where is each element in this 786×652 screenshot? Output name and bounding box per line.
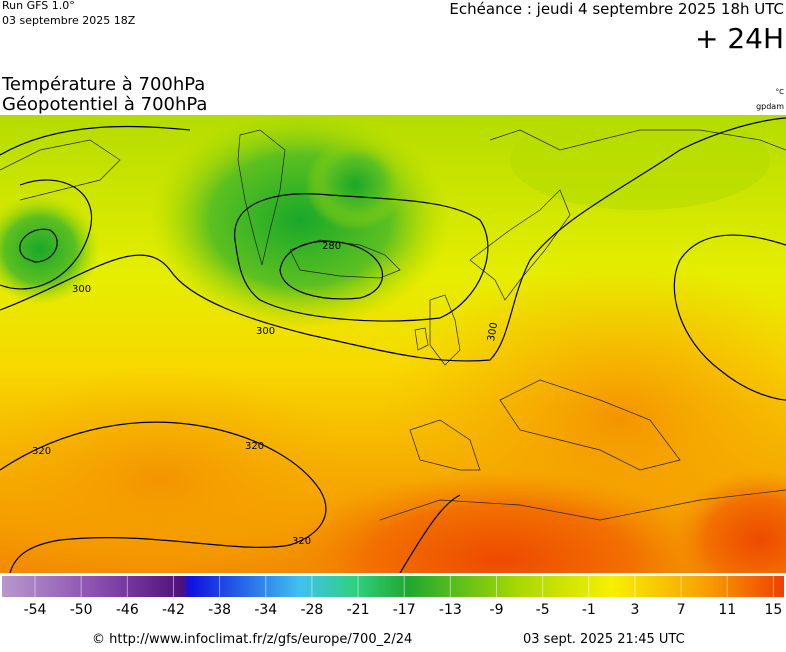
contour-label: 300 bbox=[72, 284, 91, 295]
contour-label: 300 bbox=[486, 322, 500, 343]
colorbar-label: -1 bbox=[582, 602, 596, 618]
run-date: 03 septembre 2025 18Z bbox=[2, 14, 136, 27]
contour-label: 300 bbox=[256, 326, 275, 337]
valid-time: Echéance : jeudi 4 septembre 2025 18h UT… bbox=[449, 0, 784, 18]
colorbar-label: -9 bbox=[490, 602, 504, 618]
colorbar-label: -28 bbox=[300, 602, 323, 618]
colorbar-label: -42 bbox=[162, 602, 185, 618]
map: 300 280 300 300 320 320 320 bbox=[0, 115, 786, 573]
colorbar-label: -21 bbox=[347, 602, 370, 618]
contour-label: 320 bbox=[245, 441, 264, 452]
contour-label: 320 bbox=[32, 446, 51, 457]
lead-time: + 24H bbox=[695, 22, 784, 55]
colorbar bbox=[2, 576, 784, 597]
colorbar-label: -46 bbox=[116, 602, 139, 618]
contour-label: 280 bbox=[322, 241, 341, 252]
colorbar-label: -50 bbox=[70, 602, 93, 618]
contour-label: 320 bbox=[292, 536, 311, 547]
colorbar-label: -17 bbox=[393, 602, 416, 618]
footer-generated: 03 sept. 2025 21:45 UTC bbox=[523, 632, 685, 647]
unit-geo: gpdam bbox=[756, 102, 784, 111]
colorbar-label: 7 bbox=[677, 602, 686, 618]
colorbar-label: -38 bbox=[208, 602, 231, 618]
colorbar-label: 15 bbox=[764, 602, 782, 618]
colorbar-label: -54 bbox=[24, 602, 47, 618]
colorbar-label: 3 bbox=[630, 602, 639, 618]
run-label: Run GFS 1.0° bbox=[2, 0, 75, 12]
title-geo: Géopotentiel à 700hPa bbox=[2, 94, 207, 115]
colorbar-label: -34 bbox=[254, 602, 277, 618]
footer-source: © http://www.infoclimat.fr/z/gfs/europe/… bbox=[92, 632, 412, 647]
title-temp: Température à 700hPa bbox=[1, 74, 205, 95]
colorbar-label: -5 bbox=[536, 602, 550, 618]
colorbar-label: -13 bbox=[439, 602, 462, 618]
colorbar-label: 11 bbox=[718, 602, 736, 618]
unit-temp: °C bbox=[776, 88, 785, 96]
